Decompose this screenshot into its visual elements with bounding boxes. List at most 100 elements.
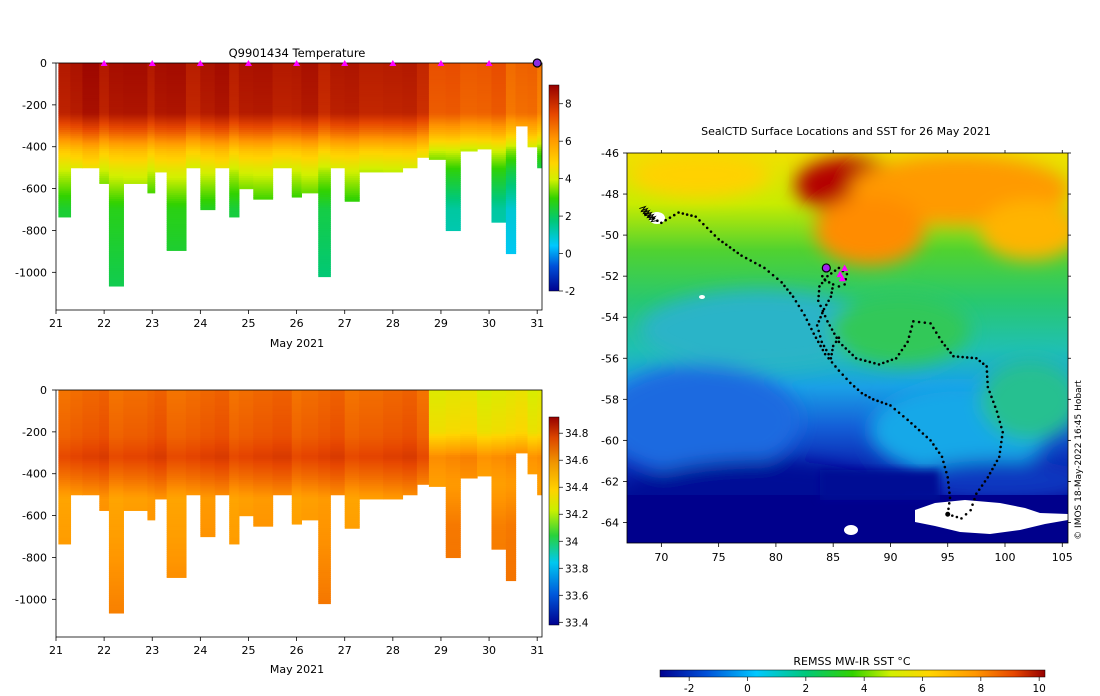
salinity-cell bbox=[301, 484, 319, 487]
temperature-cell bbox=[82, 140, 100, 144]
temperature-cell bbox=[383, 90, 404, 93]
temperature-cell bbox=[200, 90, 216, 93]
temperature-cell bbox=[491, 167, 507, 171]
track-point bbox=[815, 324, 819, 327]
temperature-cell bbox=[70, 71, 84, 75]
salinity-cell bbox=[491, 500, 507, 504]
temperature-cell bbox=[200, 71, 216, 75]
temperature-cell bbox=[123, 180, 149, 183]
salinity-cell bbox=[330, 431, 346, 435]
temperature-cell bbox=[70, 117, 84, 121]
sst-colorbar bbox=[659, 669, 1046, 678]
temperature-cell bbox=[108, 230, 124, 234]
salinity-cell bbox=[301, 496, 319, 500]
temperature-cell bbox=[108, 134, 124, 137]
salinity-cell bbox=[108, 448, 124, 452]
temperature-cell bbox=[70, 140, 84, 144]
temperature-cell bbox=[108, 90, 124, 93]
track-point bbox=[1001, 430, 1005, 434]
temperature-cell bbox=[185, 75, 201, 79]
salinity-cell bbox=[238, 463, 254, 466]
salinity-cell bbox=[416, 421, 430, 425]
temperature-cell bbox=[505, 102, 517, 106]
temperature-cell bbox=[515, 92, 529, 95]
salinity-cell bbox=[108, 392, 124, 395]
temperature-cell bbox=[515, 71, 529, 75]
temperature-cell bbox=[200, 111, 216, 114]
temperature-cell bbox=[445, 150, 461, 154]
salinity-cell bbox=[344, 408, 360, 412]
temperature-cell bbox=[491, 176, 507, 179]
salinity-cell bbox=[505, 570, 517, 573]
salinity-cell bbox=[359, 419, 384, 422]
salinity-cell bbox=[359, 461, 384, 464]
temperature-cell bbox=[344, 171, 360, 175]
track-point bbox=[880, 401, 884, 404]
temperature-cell bbox=[505, 79, 517, 83]
salinity-cell bbox=[291, 507, 303, 510]
salinity-cell bbox=[70, 469, 84, 473]
temperature-cell bbox=[154, 165, 168, 169]
temperature-cell bbox=[344, 75, 360, 79]
salinity-cell bbox=[416, 406, 430, 410]
temperature-cell bbox=[477, 79, 493, 83]
temperature-cell bbox=[428, 121, 447, 125]
temperature-cell bbox=[491, 161, 507, 165]
salinity-cell bbox=[491, 400, 507, 404]
temperature-cell bbox=[123, 75, 149, 79]
salinity-profile bbox=[154, 390, 168, 500]
temperature-cell bbox=[108, 253, 124, 257]
latest-profile-marker bbox=[532, 58, 542, 68]
temperature-cell bbox=[238, 176, 254, 179]
temperature-cell bbox=[229, 169, 240, 173]
temperature-cell bbox=[491, 146, 507, 150]
salinity-cell bbox=[58, 526, 72, 529]
salinity-cell bbox=[505, 450, 517, 454]
salinity-cell bbox=[445, 436, 461, 439]
salinity-cell bbox=[460, 465, 478, 469]
salinity-cell bbox=[291, 417, 303, 420]
temperature-profile bbox=[477, 63, 493, 150]
salinity-cell bbox=[166, 530, 187, 533]
salinity-cell bbox=[147, 408, 156, 412]
salinity-cell bbox=[253, 427, 274, 431]
temperature-cell bbox=[200, 92, 216, 95]
temperature-cell bbox=[491, 67, 507, 70]
salinity-cell bbox=[82, 402, 100, 406]
temperature-cell bbox=[200, 121, 216, 125]
track-point bbox=[900, 348, 904, 352]
temperature-cell bbox=[154, 121, 168, 125]
salinity-cell bbox=[123, 433, 149, 437]
salinity-cell bbox=[301, 444, 319, 448]
salinity-cell bbox=[200, 471, 216, 475]
temperature-cell bbox=[272, 81, 293, 85]
temperature-cell bbox=[58, 163, 72, 167]
temperature-cell bbox=[166, 163, 187, 167]
temperature-cell bbox=[229, 136, 240, 139]
temperature-cell bbox=[477, 119, 493, 123]
temperature-cell bbox=[108, 259, 124, 263]
salinity-cell bbox=[154, 410, 168, 414]
temperature-cell bbox=[82, 132, 100, 135]
track-point bbox=[837, 336, 841, 340]
salinity-cell bbox=[359, 482, 384, 485]
salinity-cell bbox=[185, 459, 201, 462]
salinity-cell bbox=[166, 515, 187, 519]
salinity-cell bbox=[253, 521, 274, 525]
salinity-cell bbox=[383, 461, 404, 464]
salinity-profile bbox=[99, 390, 110, 511]
temperature-cell bbox=[123, 159, 149, 162]
salinity-cell bbox=[402, 448, 418, 452]
temperature-cell bbox=[82, 153, 100, 156]
salinity-cell bbox=[229, 488, 240, 492]
salinity-cell bbox=[402, 475, 418, 479]
temperature-cell bbox=[108, 240, 124, 244]
salinity-cell bbox=[70, 421, 84, 425]
salinity-cell bbox=[301, 509, 319, 513]
temperature-cell bbox=[291, 140, 303, 144]
temperature-cell bbox=[515, 73, 529, 77]
temperature-cell bbox=[291, 106, 303, 110]
temperature-cell bbox=[460, 117, 478, 121]
temperature-cell bbox=[185, 132, 201, 135]
temperature-cell bbox=[200, 182, 216, 186]
